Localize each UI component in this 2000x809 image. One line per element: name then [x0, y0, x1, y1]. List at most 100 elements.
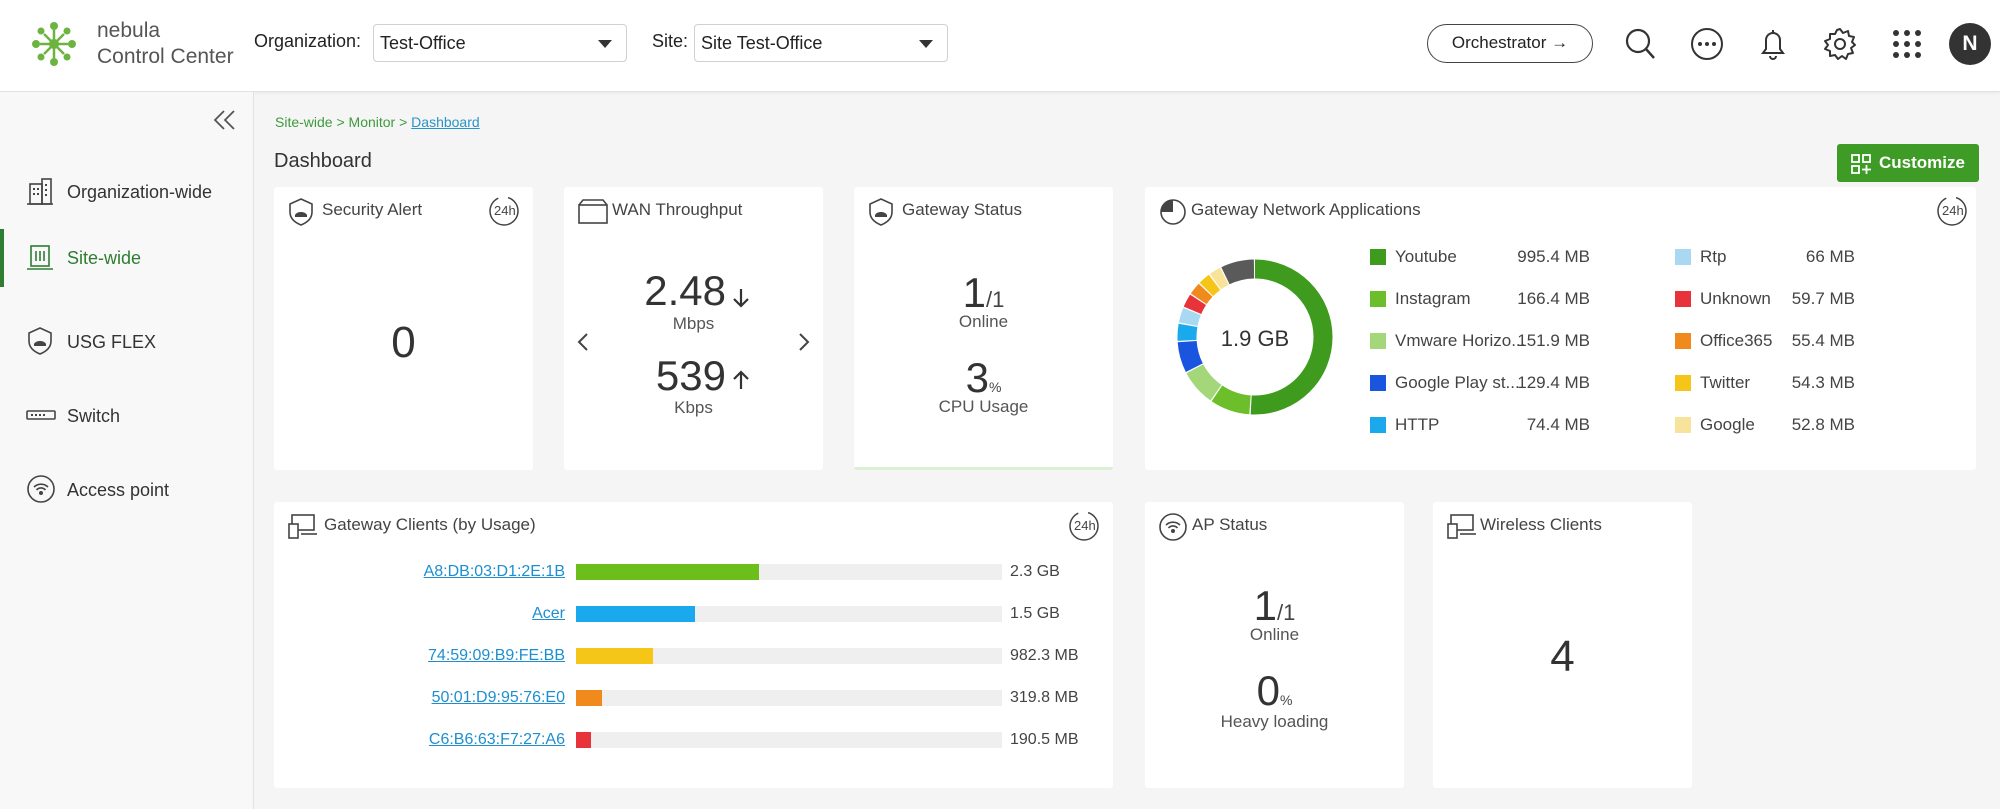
- sidebar-item-label: Site-wide: [67, 248, 142, 268]
- 24h-label: 24h: [1942, 203, 1964, 218]
- wan-throughput-card[interactable]: WAN Throughput 2.48 Mbps 539 Kbps: [564, 187, 823, 470]
- ap-load-label: Heavy loading: [1220, 712, 1329, 731]
- gateway-network-applications-card[interactable]: Gateway Network Applications 24h 1.9 GB …: [1145, 187, 1976, 470]
- gear-icon[interactable]: [1820, 24, 1860, 64]
- client-usage-bar: [576, 648, 1002, 664]
- legend-app-value: 166.4 MB: [1517, 289, 1590, 308]
- card-title: Security Alert: [322, 200, 423, 219]
- pie-chart-icon: [1160, 199, 1186, 225]
- next-icon[interactable]: [797, 332, 811, 352]
- applications-total: 1.9 GB: [1220, 326, 1290, 351]
- client-devices-icon: [1447, 514, 1476, 539]
- legend-app-name[interactable]: Rtp: [1700, 247, 1727, 266]
- legend-app-value: 995.4 MB: [1517, 247, 1590, 266]
- client-link[interactable]: C6:B6:63:F7:27:A6: [428, 731, 565, 748]
- sidebar-item-access-point[interactable]: Access point: [0, 461, 254, 519]
- bell-icon[interactable]: [1753, 24, 1793, 64]
- card-title: WAN Throughput: [612, 200, 743, 219]
- gateway-cpu-label: CPU Usage: [938, 397, 1029, 416]
- client-usage-fill: [576, 606, 696, 622]
- sidebar-item-site-wide[interactable]: Site-wide: [0, 229, 254, 287]
- legend-app-value: 59.7 MB: [1791, 289, 1855, 308]
- ap-load-unit: %: [1279, 692, 1293, 708]
- user-avatar[interactable]: N: [1949, 23, 1991, 65]
- organization-select[interactable]: Test-Office: [373, 24, 627, 62]
- ap-online-label: Online: [1249, 625, 1300, 644]
- wan-upload-value: 539: [655, 352, 726, 399]
- clock-24h-icon: [489, 196, 519, 226]
- breadcrumb-current-link[interactable]: Dashboard: [411, 114, 480, 130]
- page-title: Dashboard: [274, 150, 372, 172]
- client-link[interactable]: A8:DB:03:D1:2E:1B: [423, 563, 565, 580]
- ap-online-total: /1: [1277, 600, 1296, 625]
- legend-app-name[interactable]: Office365: [1700, 331, 1773, 350]
- previous-icon[interactable]: [576, 332, 590, 352]
- site-select[interactable]: Site Test-Office: [694, 24, 948, 62]
- customize-label: Customize: [1879, 153, 1965, 172]
- arrow-up-icon: [733, 370, 749, 389]
- legend-app-name[interactable]: Vmware Horizo...: [1395, 331, 1526, 350]
- client-devices-icon: [288, 514, 317, 539]
- legend-swatch: [1675, 249, 1691, 265]
- wireless-clients-card[interactable]: Wireless Clients 4: [1433, 502, 1692, 788]
- ap-heavy-loading: 0%: [1145, 667, 1404, 715]
- card-title: AP Status: [1192, 515, 1268, 534]
- ap-status-card[interactable]: AP Status 1/1 Online 0% Heavy loading: [1145, 502, 1404, 788]
- clock-24h-icon: [1937, 196, 1967, 226]
- legend-swatch: [1370, 333, 1386, 349]
- client-link[interactable]: 74:59:09:B9:FE:BB: [428, 647, 565, 664]
- arrow-down-icon: [733, 289, 749, 308]
- legend-app-name[interactable]: Youtube: [1395, 247, 1457, 266]
- legend-app-value: 151.9 MB: [1517, 331, 1590, 350]
- client-link[interactable]: Acer: [532, 605, 565, 622]
- legend-app-name[interactable]: Unknown: [1700, 289, 1771, 308]
- client-usage-fill: [576, 564, 760, 580]
- gateway-online-total: /1: [986, 287, 1005, 312]
- search-icon[interactable]: [1620, 24, 1660, 64]
- gateway-online-count: 1: [962, 269, 986, 316]
- switch-icon: [26, 410, 56, 420]
- gateway-clients-card[interactable]: Gateway Clients (by Usage) 24h A8:DB:03:…: [274, 502, 1113, 788]
- legend-app-name[interactable]: Google Play st...: [1395, 373, 1520, 392]
- donut-segment[interactable]: [1177, 259, 1333, 415]
- customize-button[interactable]: Customize: [1837, 144, 1979, 182]
- card-title: Gateway Network Applications: [1191, 200, 1421, 219]
- gateway-status-card[interactable]: Gateway Status 1/1 Online 3% CPU Usage: [854, 187, 1113, 470]
- legend-app-value: 52.8 MB: [1791, 415, 1855, 434]
- orchestrator-button[interactable]: Orchestrator →: [1427, 24, 1593, 63]
- legend-swatch: [1370, 249, 1386, 265]
- client-usage-bar: [576, 564, 1002, 580]
- sidebar-item-label: Access point: [67, 480, 170, 500]
- client-link[interactable]: 50:01:D9:95:76:E0: [431, 689, 565, 706]
- chevron-down-icon: [919, 40, 933, 48]
- app-grid-icon[interactable]: [1887, 24, 1927, 64]
- donut-segment[interactable]: [1177, 259, 1333, 415]
- nebula-logo-icon[interactable]: [30, 20, 78, 68]
- legend-swatch: [1675, 333, 1691, 349]
- top-header: nebula Control Center Organization: Test…: [0, 0, 2000, 92]
- legend-app-value: 66 MB: [1805, 247, 1855, 266]
- sidebar-item-label: Organization-wide: [67, 182, 213, 202]
- card-title: Gateway Clients (by Usage): [324, 515, 536, 534]
- legend-swatch: [1370, 375, 1386, 391]
- collapse-sidebar-icon[interactable]: [212, 108, 238, 132]
- legend-app-value: 55.4 MB: [1791, 331, 1855, 350]
- 24h-badge: 24h: [1068, 510, 1100, 542]
- legend-swatch: [1370, 291, 1386, 307]
- sidebar-item-usg-flex[interactable]: USG FLEX: [0, 313, 254, 371]
- sidebar: Organization-wide Site-wide USG FLEX Swi…: [0, 92, 254, 809]
- breadcrumb-path: Site-wide > Monitor >: [275, 114, 412, 130]
- shield-icon: [869, 198, 893, 226]
- legend-app-name[interactable]: Instagram: [1395, 289, 1471, 308]
- legend-swatch: [1675, 375, 1691, 391]
- legend-app-name[interactable]: HTTP: [1395, 415, 1440, 434]
- legend-app-name[interactable]: Google: [1700, 415, 1755, 434]
- card-title: Wireless Clients: [1480, 515, 1602, 534]
- legend-app-name[interactable]: Twitter: [1700, 373, 1751, 392]
- more-options-icon[interactable]: [1687, 24, 1727, 64]
- security-alert-card[interactable]: Security Alert 24h 0: [274, 187, 533, 470]
- sidebar-item-organization-wide[interactable]: Organization-wide: [0, 163, 254, 221]
- organization-value: Test-Office: [380, 33, 466, 53]
- organization-label: Organization:: [254, 31, 362, 51]
- sidebar-item-switch[interactable]: Switch: [0, 387, 254, 445]
